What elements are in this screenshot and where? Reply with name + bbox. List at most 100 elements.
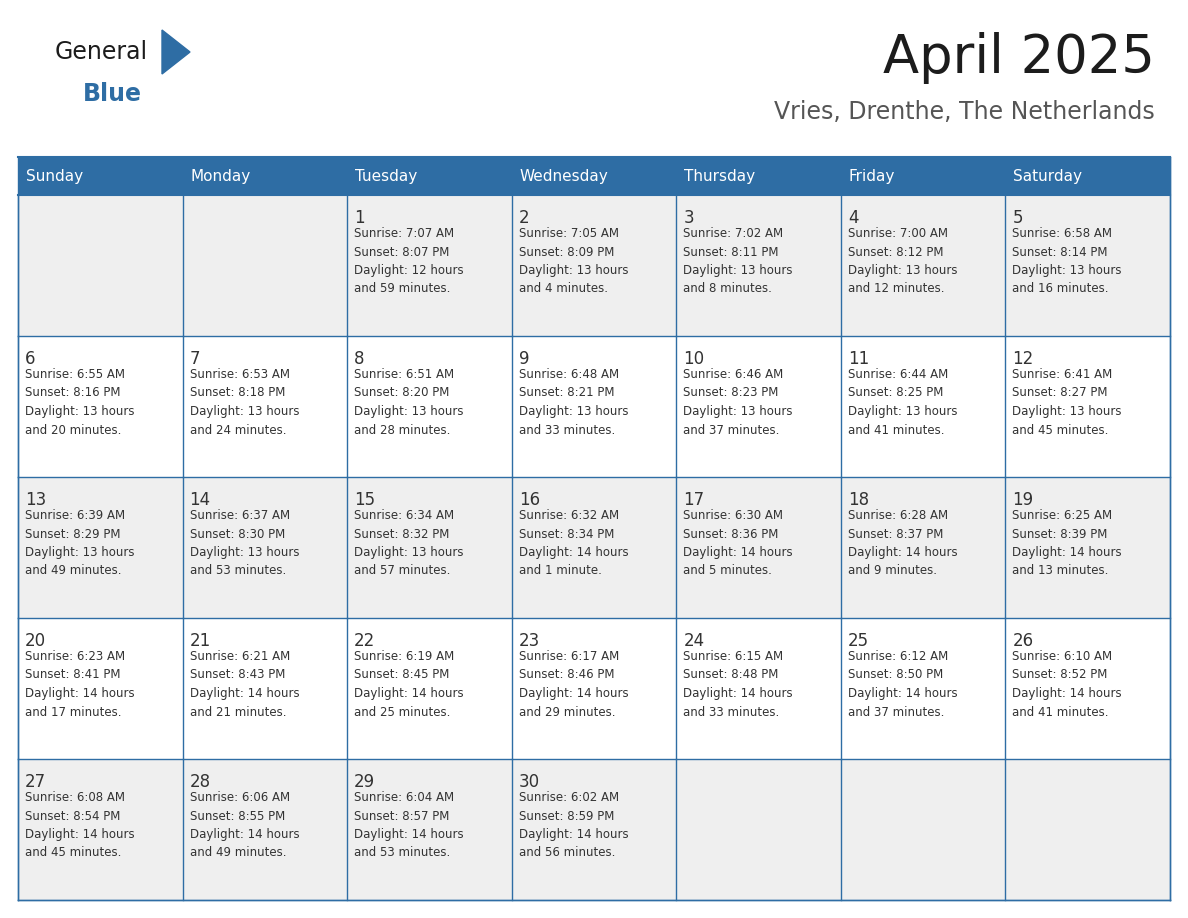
Text: and 12 minutes.: and 12 minutes.	[848, 283, 944, 296]
Text: 15: 15	[354, 491, 375, 509]
Text: Sunset: 8:14 PM: Sunset: 8:14 PM	[1012, 245, 1108, 259]
Bar	[512, 157, 676, 195]
Text: Daylight: 14 hours: Daylight: 14 hours	[519, 546, 628, 559]
Text: Sunset: 8:57 PM: Sunset: 8:57 PM	[354, 810, 449, 823]
Text: Sunrise: 6:48 AM: Sunrise: 6:48 AM	[519, 368, 619, 381]
Text: General: General	[55, 40, 148, 64]
Text: 19: 19	[1012, 491, 1034, 509]
Text: 11: 11	[848, 350, 870, 368]
Text: Daylight: 14 hours: Daylight: 14 hours	[848, 546, 958, 559]
Text: Daylight: 13 hours: Daylight: 13 hours	[848, 264, 958, 277]
Text: 13: 13	[25, 491, 46, 509]
Text: 9: 9	[519, 350, 529, 368]
Text: Daylight: 14 hours: Daylight: 14 hours	[848, 687, 958, 700]
Text: and 17 minutes.: and 17 minutes.	[25, 706, 121, 719]
Text: Blue: Blue	[83, 82, 143, 106]
Text: Friday: Friday	[849, 169, 896, 184]
Text: Daylight: 13 hours: Daylight: 13 hours	[519, 405, 628, 418]
Text: Wednesday: Wednesday	[519, 169, 608, 184]
Text: 4: 4	[848, 209, 859, 227]
Text: Daylight: 14 hours: Daylight: 14 hours	[25, 828, 134, 841]
Text: 16: 16	[519, 491, 539, 509]
Text: Sunset: 8:37 PM: Sunset: 8:37 PM	[848, 528, 943, 541]
Text: Daylight: 13 hours: Daylight: 13 hours	[519, 264, 628, 277]
Text: Sunrise: 6:02 AM: Sunrise: 6:02 AM	[519, 791, 619, 804]
Text: and 20 minutes.: and 20 minutes.	[25, 423, 121, 436]
Text: Daylight: 14 hours: Daylight: 14 hours	[25, 687, 134, 700]
Text: and 56 minutes.: and 56 minutes.	[519, 846, 615, 859]
Text: Daylight: 14 hours: Daylight: 14 hours	[1012, 687, 1121, 700]
Text: and 37 minutes.: and 37 minutes.	[683, 423, 779, 436]
Text: Daylight: 13 hours: Daylight: 13 hours	[1012, 405, 1121, 418]
Text: and 49 minutes.: and 49 minutes.	[25, 565, 121, 577]
Text: Daylight: 13 hours: Daylight: 13 hours	[25, 405, 134, 418]
Text: Sunset: 8:20 PM: Sunset: 8:20 PM	[354, 386, 449, 399]
Text: Daylight: 13 hours: Daylight: 13 hours	[848, 405, 958, 418]
Text: Sunset: 8:55 PM: Sunset: 8:55 PM	[190, 810, 285, 823]
Text: and 21 minutes.: and 21 minutes.	[190, 706, 286, 719]
Text: 21: 21	[190, 632, 210, 650]
Text: Sunrise: 6:28 AM: Sunrise: 6:28 AM	[848, 509, 948, 522]
Text: Daylight: 14 hours: Daylight: 14 hours	[190, 687, 299, 700]
Text: Sunset: 8:21 PM: Sunset: 8:21 PM	[519, 386, 614, 399]
Text: 30: 30	[519, 773, 539, 791]
Text: 12: 12	[1012, 350, 1034, 368]
Text: Sunrise: 7:02 AM: Sunrise: 7:02 AM	[683, 227, 783, 240]
Polygon shape	[162, 30, 190, 74]
Text: and 45 minutes.: and 45 minutes.	[25, 846, 121, 859]
Text: Sunset: 8:32 PM: Sunset: 8:32 PM	[354, 528, 449, 541]
Text: Sunset: 8:12 PM: Sunset: 8:12 PM	[848, 245, 943, 259]
Text: 22: 22	[354, 632, 375, 650]
Text: Daylight: 14 hours: Daylight: 14 hours	[683, 546, 792, 559]
Text: Sunset: 8:30 PM: Sunset: 8:30 PM	[190, 528, 285, 541]
Text: 6: 6	[25, 350, 36, 368]
Text: Sunset: 8:34 PM: Sunset: 8:34 PM	[519, 528, 614, 541]
Text: Sunset: 8:45 PM: Sunset: 8:45 PM	[354, 668, 449, 681]
Text: Daylight: 13 hours: Daylight: 13 hours	[1012, 264, 1121, 277]
Text: 2: 2	[519, 209, 530, 227]
Text: Sunrise: 6:19 AM: Sunrise: 6:19 AM	[354, 650, 454, 663]
Text: Sunrise: 7:07 AM: Sunrise: 7:07 AM	[354, 227, 454, 240]
Text: 14: 14	[190, 491, 210, 509]
Text: and 9 minutes.: and 9 minutes.	[848, 565, 937, 577]
Text: Daylight: 12 hours: Daylight: 12 hours	[354, 264, 463, 277]
Text: Sunset: 8:46 PM: Sunset: 8:46 PM	[519, 668, 614, 681]
Bar	[18, 618, 1170, 759]
Text: Sunset: 8:11 PM: Sunset: 8:11 PM	[683, 245, 779, 259]
Text: 24: 24	[683, 632, 704, 650]
Text: Sunset: 8:27 PM: Sunset: 8:27 PM	[1012, 386, 1108, 399]
Text: 27: 27	[25, 773, 46, 791]
Text: Sunrise: 6:21 AM: Sunrise: 6:21 AM	[190, 650, 290, 663]
Text: Sunrise: 6:39 AM: Sunrise: 6:39 AM	[25, 509, 125, 522]
Text: Sunset: 8:48 PM: Sunset: 8:48 PM	[683, 668, 778, 681]
Text: Sunset: 8:52 PM: Sunset: 8:52 PM	[1012, 668, 1107, 681]
Bar	[18, 157, 183, 195]
Text: Sunset: 8:41 PM: Sunset: 8:41 PM	[25, 668, 120, 681]
Text: Sunrise: 6:55 AM: Sunrise: 6:55 AM	[25, 368, 125, 381]
Text: Thursday: Thursday	[684, 169, 756, 184]
Text: Sunset: 8:25 PM: Sunset: 8:25 PM	[848, 386, 943, 399]
Text: and 4 minutes.: and 4 minutes.	[519, 283, 608, 296]
Text: Sunrise: 6:10 AM: Sunrise: 6:10 AM	[1012, 650, 1112, 663]
Text: and 45 minutes.: and 45 minutes.	[1012, 423, 1108, 436]
Text: 28: 28	[190, 773, 210, 791]
Text: Sunset: 8:29 PM: Sunset: 8:29 PM	[25, 528, 120, 541]
Text: Saturday: Saturday	[1013, 169, 1082, 184]
Text: and 59 minutes.: and 59 minutes.	[354, 283, 450, 296]
Text: Sunrise: 6:08 AM: Sunrise: 6:08 AM	[25, 791, 125, 804]
Text: 5: 5	[1012, 209, 1023, 227]
Text: Sunset: 8:09 PM: Sunset: 8:09 PM	[519, 245, 614, 259]
Text: 23: 23	[519, 632, 541, 650]
Text: April 2025: April 2025	[883, 32, 1155, 84]
Text: Sunset: 8:39 PM: Sunset: 8:39 PM	[1012, 528, 1107, 541]
Bar	[183, 157, 347, 195]
Text: and 33 minutes.: and 33 minutes.	[519, 423, 615, 436]
Text: and 5 minutes.: and 5 minutes.	[683, 565, 772, 577]
Text: and 41 minutes.: and 41 minutes.	[848, 423, 944, 436]
Text: 3: 3	[683, 209, 694, 227]
Text: and 1 minute.: and 1 minute.	[519, 565, 601, 577]
Text: Sunrise: 6:12 AM: Sunrise: 6:12 AM	[848, 650, 948, 663]
Text: Sunset: 8:23 PM: Sunset: 8:23 PM	[683, 386, 778, 399]
Text: Sunset: 8:59 PM: Sunset: 8:59 PM	[519, 810, 614, 823]
Text: and 41 minutes.: and 41 minutes.	[1012, 706, 1108, 719]
